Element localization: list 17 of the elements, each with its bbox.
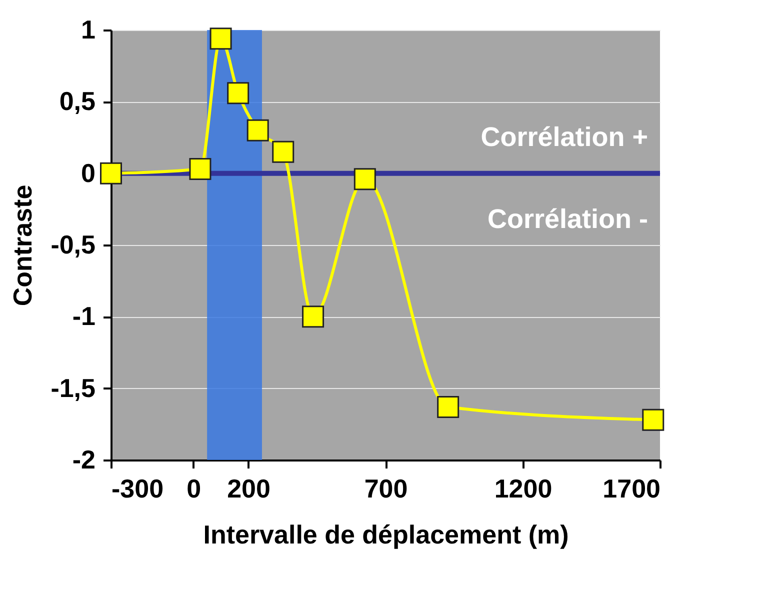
x-axis-title: Intervalle de déplacement (m) bbox=[203, 520, 569, 550]
x-tick-label: 1700 bbox=[602, 474, 660, 504]
y-tick-label: -1,5 bbox=[50, 372, 96, 403]
y-tick-label: -1 bbox=[72, 301, 96, 332]
y-tick-label: -2 bbox=[72, 444, 96, 474]
y-tick-label: 0 bbox=[81, 158, 96, 188]
y-axis-title: Contraste bbox=[8, 184, 38, 306]
x-tick-label: 200 bbox=[227, 474, 270, 504]
y-tick-label: 1 bbox=[81, 14, 96, 44]
x-tick-label: 0 bbox=[186, 474, 202, 504]
annotation: Corrélation - bbox=[487, 204, 648, 234]
x-tick-label: 1200 bbox=[494, 474, 552, 504]
x-tick-label: -300 bbox=[112, 474, 164, 504]
x-tick-label: 700 bbox=[364, 474, 408, 504]
annotation: Corrélation + bbox=[480, 122, 648, 152]
y-tick-label: 0,5 bbox=[59, 86, 96, 116]
y-tick-label: -0,5 bbox=[50, 230, 96, 260]
